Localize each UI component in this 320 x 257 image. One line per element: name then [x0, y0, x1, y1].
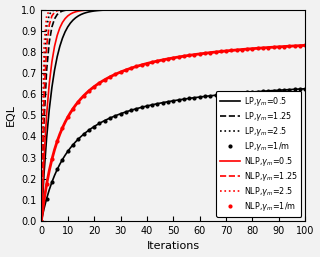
LP,$\gamma_m$=0.5 — [161, 8, 165, 11]
NLP,$\gamma_m$=2.5 — [164, 8, 167, 11]
NLP,$\gamma_m$=0.5 — [224, 8, 228, 11]
NLP,$\gamma_m$=2.5 — [108, 8, 112, 11]
NLP,$\gamma_m$=1/m — [229, 49, 233, 52]
NLP,$\gamma_m$=1.25 — [105, 8, 109, 11]
NLP,$\gamma_m$=0.5 — [39, 219, 43, 223]
LP,$\gamma_m$=1/m — [98, 122, 101, 125]
NLP,$\gamma_m$=1/m — [39, 219, 43, 223]
Line: NLP,$\gamma_m$=1.25: NLP,$\gamma_m$=1.25 — [41, 10, 305, 221]
NLP,$\gamma_m$=0.5 — [198, 8, 202, 11]
Legend: LP,$\gamma_m$=0.5, LP,$\gamma_m$=1.25, LP,$\gamma_m$=2.5, LP,$\gamma_m$=1/m, NLP: LP,$\gamma_m$=0.5, LP,$\gamma_m$=1.25, L… — [216, 91, 301, 217]
NLP,$\gamma_m$=2.5 — [303, 8, 307, 11]
NLP,$\gamma_m$=1/m — [298, 44, 302, 47]
NLP,$\gamma_m$=1.25 — [39, 219, 43, 223]
LP,$\gamma_m$=1.25 — [105, 8, 109, 11]
NLP,$\gamma_m$=2.5 — [227, 8, 231, 11]
NLP,$\gamma_m$=1.25 — [153, 8, 157, 11]
LP,$\gamma_m$=2.5 — [58, 8, 62, 11]
LP,$\gamma_m$=2.5 — [303, 8, 307, 11]
NLP,$\gamma_m$=1.25 — [58, 8, 62, 12]
NLP,$\gamma_m$=1.25 — [164, 8, 167, 11]
NLP,$\gamma_m$=2.5 — [200, 8, 204, 11]
Line: LP,$\gamma_m$=0.5: LP,$\gamma_m$=0.5 — [41, 10, 305, 221]
LP,$\gamma_m$=2.5 — [227, 8, 231, 11]
LP,$\gamma_m$=0.5 — [303, 8, 307, 11]
Line: LP,$\gamma_m$=1.25: LP,$\gamma_m$=1.25 — [41, 10, 305, 221]
LP,$\gamma_m$=0.5 — [39, 219, 43, 223]
NLP,$\gamma_m$=1/m — [124, 68, 128, 71]
NLP,$\gamma_m$=1.25 — [303, 8, 307, 11]
LP,$\gamma_m$=2.5 — [164, 8, 167, 11]
LP,$\gamma_m$=1/m — [39, 219, 43, 223]
LP,$\gamma_m$=1.25 — [303, 8, 307, 11]
LP,$\gamma_m$=1/m — [303, 87, 307, 90]
NLP,$\gamma_m$=0.5 — [237, 8, 241, 11]
NLP,$\gamma_m$=0.5 — [303, 8, 307, 11]
NLP,$\gamma_m$=2.5 — [240, 8, 244, 11]
NLP,$\gamma_m$=1/m — [119, 70, 123, 74]
NLP,$\gamma_m$=2.5 — [98, 8, 101, 11]
LP,$\gamma_m$=2.5 — [240, 8, 244, 11]
NLP,$\gamma_m$=0.5 — [58, 26, 62, 29]
LP,$\gamma_m$=2.5 — [119, 8, 123, 11]
NLP,$\gamma_m$=1/m — [303, 44, 307, 47]
LP,$\gamma_m$=1.25 — [39, 219, 43, 223]
NLP,$\gamma_m$=1.25 — [200, 8, 204, 11]
LP,$\gamma_m$=1.25 — [240, 8, 244, 11]
Line: LP,$\gamma_m$=1/m: LP,$\gamma_m$=1/m — [40, 87, 307, 222]
LP,$\gamma_m$=1/m — [298, 87, 302, 90]
NLP,$\gamma_m$=1.25 — [240, 8, 244, 11]
LP,$\gamma_m$=2.5 — [105, 8, 109, 11]
NLP,$\gamma_m$=1.25 — [227, 8, 231, 11]
Y-axis label: EQL: EQL — [5, 104, 16, 126]
LP,$\gamma_m$=1.25 — [200, 8, 204, 11]
LP,$\gamma_m$=1/m — [119, 112, 123, 115]
LP,$\gamma_m$=1/m — [214, 94, 218, 97]
LP,$\gamma_m$=1.25 — [58, 11, 62, 14]
LP,$\gamma_m$=0.5 — [237, 8, 241, 11]
NLP,$\gamma_m$=1/m — [214, 50, 218, 53]
LP,$\gamma_m$=2.5 — [200, 8, 204, 11]
LP,$\gamma_m$=1/m — [124, 111, 128, 114]
LP,$\gamma_m$=0.5 — [58, 45, 62, 48]
Line: NLP,$\gamma_m$=2.5: NLP,$\gamma_m$=2.5 — [41, 10, 305, 221]
Line: LP,$\gamma_m$=2.5: LP,$\gamma_m$=2.5 — [41, 10, 305, 221]
LP,$\gamma_m$=1.25 — [198, 8, 202, 11]
LP,$\gamma_m$=0.5 — [198, 8, 202, 11]
Line: NLP,$\gamma_m$=0.5: NLP,$\gamma_m$=0.5 — [41, 10, 305, 221]
NLP,$\gamma_m$=2.5 — [58, 8, 62, 11]
LP,$\gamma_m$=1.25 — [161, 8, 165, 11]
NLP,$\gamma_m$=0.5 — [105, 8, 109, 11]
LP,$\gamma_m$=0.5 — [105, 8, 109, 12]
Line: NLP,$\gamma_m$=1/m: NLP,$\gamma_m$=1/m — [40, 44, 307, 222]
NLP,$\gamma_m$=1/m — [98, 81, 101, 85]
NLP,$\gamma_m$=0.5 — [161, 8, 165, 11]
NLP,$\gamma_m$=2.5 — [39, 219, 43, 223]
LP,$\gamma_m$=2.5 — [39, 219, 43, 223]
X-axis label: Iterations: Iterations — [147, 241, 200, 251]
LP,$\gamma_m$=0.5 — [224, 8, 228, 11]
LP,$\gamma_m$=1/m — [229, 92, 233, 95]
LP,$\gamma_m$=1.25 — [227, 8, 231, 11]
